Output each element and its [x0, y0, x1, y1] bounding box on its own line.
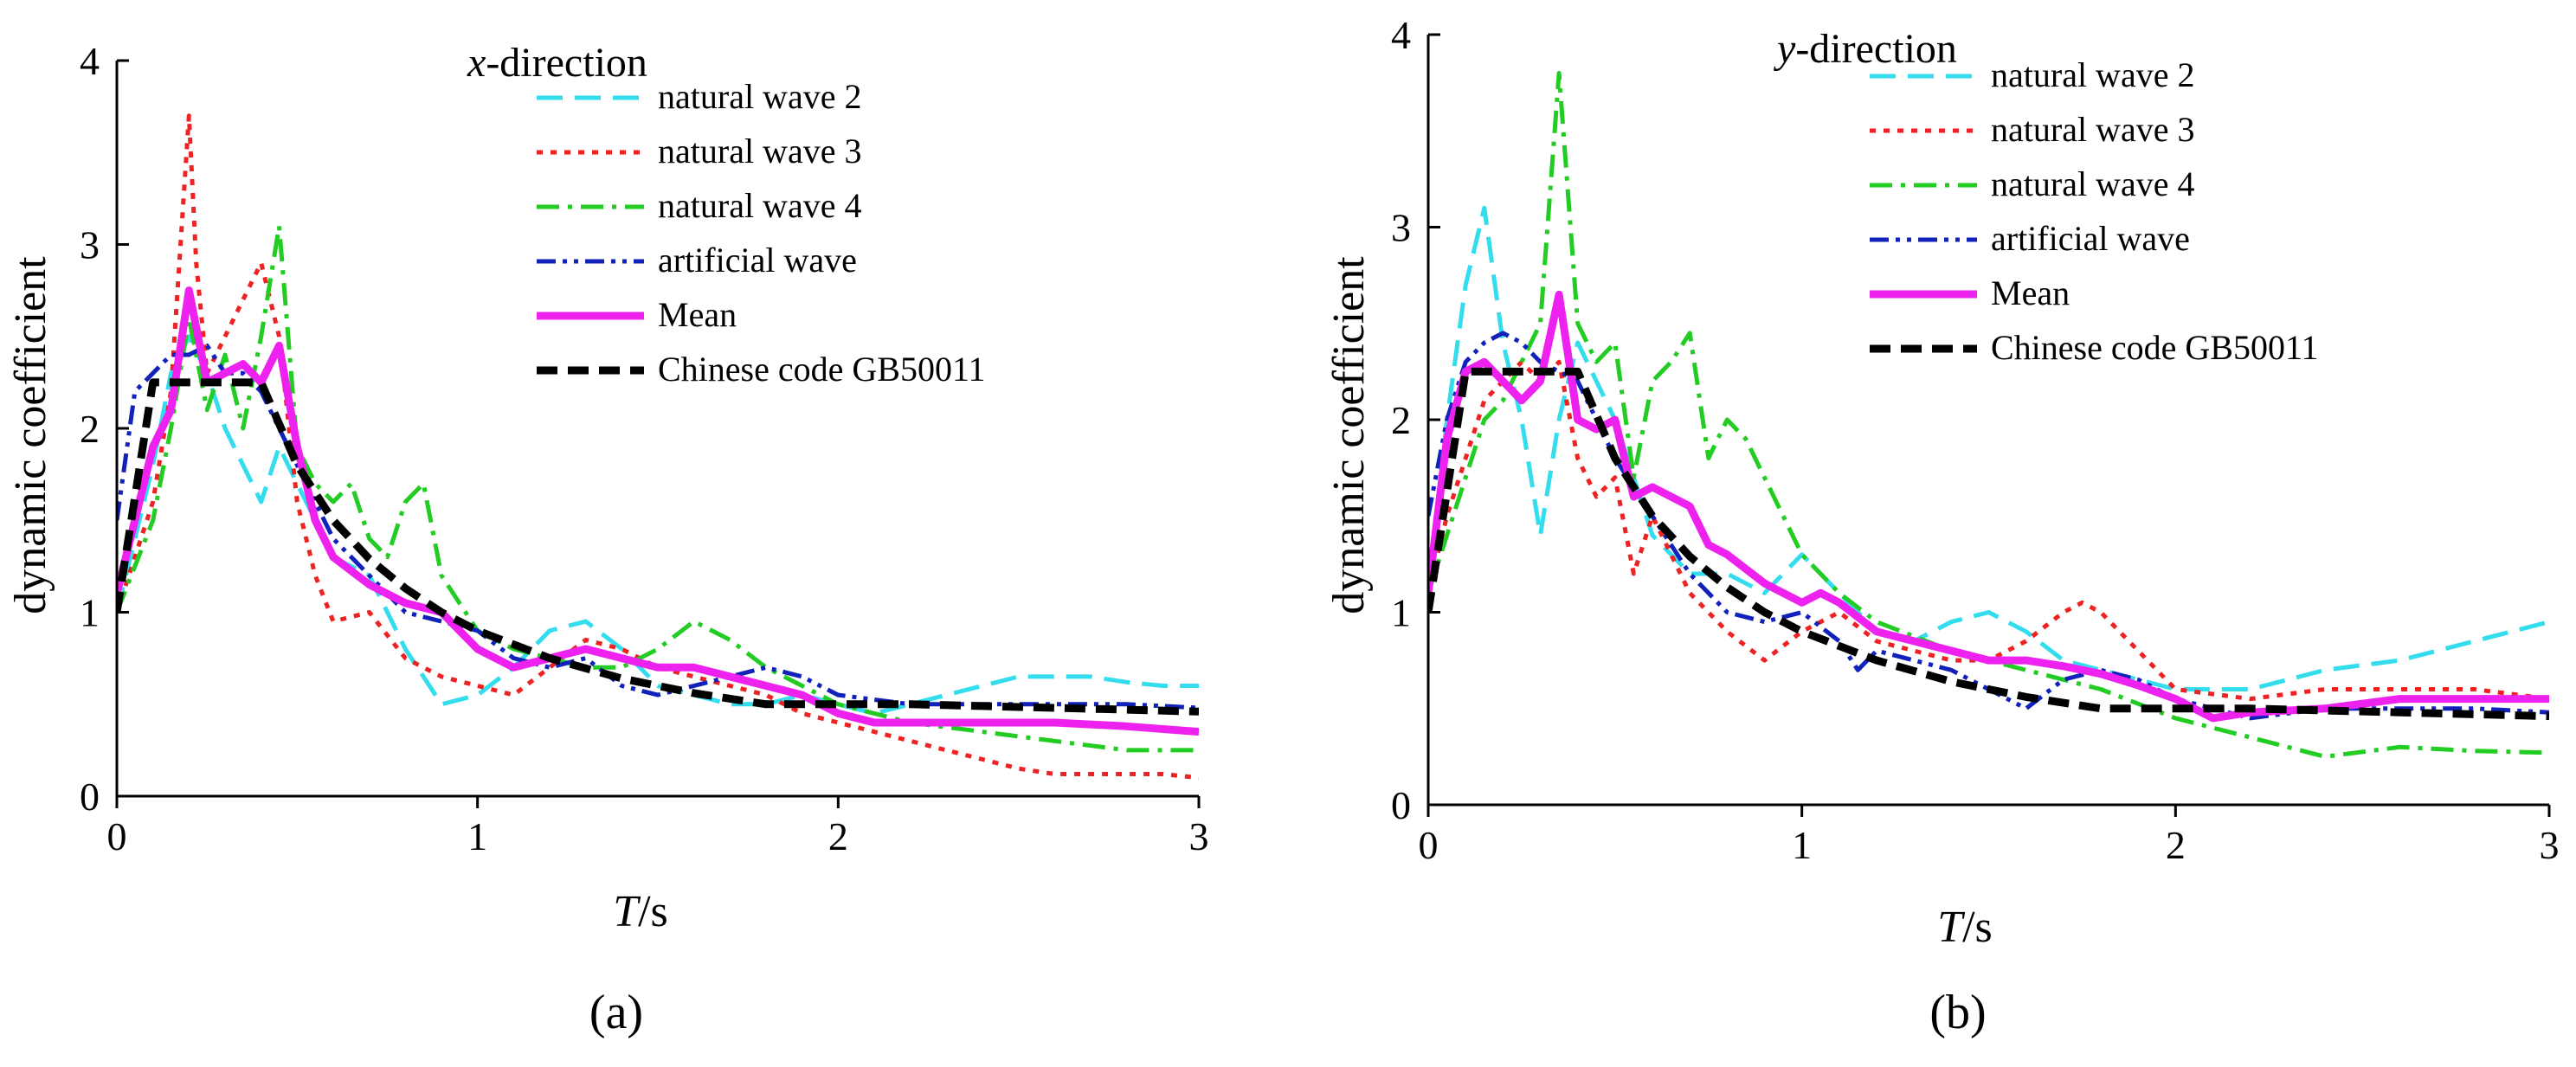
chart-panel-a: 0 1 2 3 0 1 2 3 4 x-direction dynamic coefficien…	[6, 39, 1209, 1039]
y-axis-title-a: dynamic coefficient	[6, 256, 55, 614]
series-line-natural-wave-4-b	[1428, 71, 2549, 759]
legend-label-mean-a: Mean	[658, 295, 737, 334]
axes-a	[115, 59, 1201, 808]
y-tick-label-a-3: 3	[80, 223, 100, 267]
legend-item-artificial-wave-b: artificial wave	[1870, 219, 2190, 258]
series-line-natural-wave-4-a	[117, 223, 1199, 753]
y-tick-label-b-2: 2	[1391, 398, 1411, 442]
legend-item-natural-wave-2-b: natural wave 2	[1870, 55, 2194, 94]
series-line-natural-wave-3-b	[1428, 359, 2549, 702]
legend-item-natural-wave-4-b: natural wave 4	[1870, 164, 2194, 203]
series-line-chinese-code-gb50011-a	[117, 378, 1199, 716]
y-tick-label-b-0: 0	[1391, 783, 1411, 827]
x-tick-label-a-0: 0	[107, 814, 127, 858]
panel-title-b: y-direction	[1773, 26, 1957, 72]
legend-item-natural-wave-2-a: natural wave 2	[537, 77, 861, 116]
x-tick-label-b-2: 2	[2166, 823, 2186, 867]
legend-label-natural-wave-4-b: natural wave 4	[1991, 164, 2194, 203]
legend-item-natural-wave-3-a: natural wave 3	[537, 132, 861, 170]
series-line-natural-wave-3-a	[117, 113, 1199, 781]
legend-a: natural wave 2 natural wave 3 natural wave…	[537, 77, 985, 389]
panel-title-a: x-direction	[467, 40, 647, 86]
y-tick-label-a-1: 1	[80, 591, 100, 635]
legend-label-natural-wave-2-a: natural wave 2	[658, 77, 861, 116]
legend-b: natural wave 2 natural wave 3 natural wave…	[1870, 55, 2318, 367]
x-axis-title-a: T/s	[613, 887, 668, 936]
legend-item-natural-wave-4-a: natural wave 4	[537, 186, 861, 225]
y-tick-label-a-2: 2	[80, 407, 100, 451]
legend-item-mean-b: Mean	[1870, 273, 2070, 312]
legend-item-chinese-code-gb50011-b: Chinese code GB50011	[1870, 328, 2318, 367]
y-tick-label-b-3: 3	[1391, 206, 1411, 250]
y-tick-label-b-4: 4	[1391, 13, 1411, 57]
tick-labels-b: 0 1 2 3 0 1 2 3 4	[1391, 13, 2560, 867]
y-tick-label-a-0: 0	[80, 775, 100, 819]
x-tick-label-b-3: 3	[2540, 823, 2560, 867]
legend-label-chinese-code-gb50011-a: Chinese code GB50011	[658, 350, 985, 389]
y-tick-label-a-4: 4	[80, 39, 100, 83]
legend-label-mean-b: Mean	[1991, 273, 2070, 312]
legend-item-mean-a: Mean	[537, 295, 737, 334]
series-line-chinese-code-gb50011-b	[1428, 367, 2549, 721]
legend-item-natural-wave-3-b: natural wave 3	[1870, 110, 2194, 149]
legend-label-natural-wave-4-a: natural wave 4	[658, 186, 861, 225]
panel-label-a: (a)	[589, 986, 643, 1039]
tick-labels-a: 0 1 2 3 0 1 2 3 4	[80, 39, 1209, 858]
chart-panel-b: 0 1 2 3 0 1 2 3 4 y-direction dynamic coefficien…	[1324, 13, 2560, 1039]
panel-label-b: (b)	[1929, 986, 1986, 1039]
series-line-natural-wave-2-b	[1428, 205, 2549, 691]
legend-label-natural-wave-2-b: natural wave 2	[1991, 55, 2194, 94]
legend-item-artificial-wave-a: artificial wave	[537, 241, 857, 280]
legend-label-artificial-wave-b: artificial wave	[1991, 219, 2190, 258]
x-tick-label-b-1: 1	[1792, 823, 1812, 867]
legend-label-artificial-wave-a: artificial wave	[658, 241, 857, 280]
x-tick-label-a-2: 2	[828, 814, 848, 858]
series-layer-b	[1428, 71, 2549, 759]
x-axis-title-b: T/s	[1937, 903, 1993, 952]
y-axis-title-b: dynamic coefficient	[1324, 256, 1374, 614]
legend-item-chinese-code-gb50011-a: Chinese code GB50011	[537, 350, 985, 389]
x-tick-label-a-1: 1	[467, 814, 487, 858]
legend-label-natural-wave-3-b: natural wave 3	[1991, 110, 2194, 149]
legend-label-chinese-code-gb50011-b: Chinese code GB50011	[1991, 328, 2318, 367]
x-tick-label-a-3: 3	[1189, 814, 1209, 858]
series-layer-a	[117, 113, 1199, 781]
axes-b	[1426, 33, 2551, 817]
x-tick-label-b-0: 0	[1419, 823, 1439, 867]
series-line-artificial-wave-a	[117, 343, 1199, 710]
y-tick-label-b-1: 1	[1391, 591, 1411, 635]
legend-label-natural-wave-3-a: natural wave 3	[658, 132, 861, 170]
